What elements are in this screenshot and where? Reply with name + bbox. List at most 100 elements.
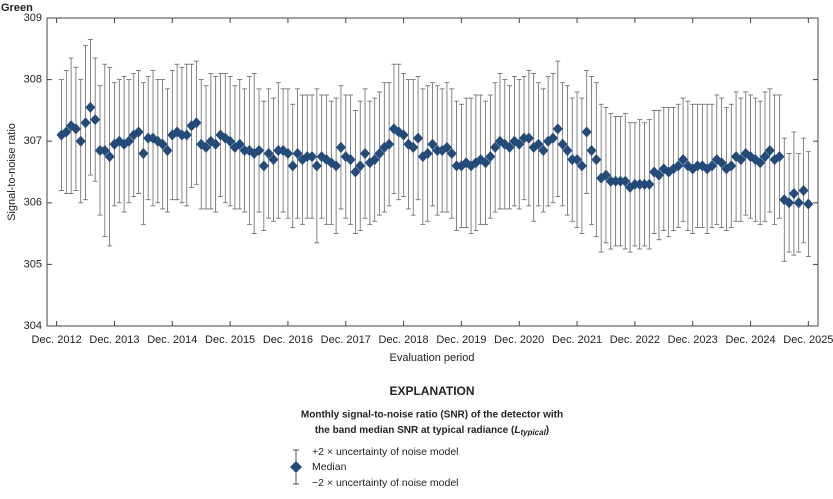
median-marker <box>263 148 274 160</box>
x-tick-label: Dec. 2012 <box>32 334 82 346</box>
median-marker <box>307 151 318 163</box>
plot-frame <box>46 17 819 327</box>
x-tick-label: Dec. 2023 <box>668 334 718 346</box>
median-marker <box>586 144 597 156</box>
median-marker <box>369 154 380 166</box>
median-marker <box>755 157 766 169</box>
median-marker <box>706 160 717 172</box>
median-marker <box>70 123 81 135</box>
median-marker <box>191 117 202 129</box>
median-marker <box>581 126 592 138</box>
median-marker <box>716 157 727 169</box>
median-marker <box>210 138 221 150</box>
median-marker <box>201 141 212 153</box>
median-marker <box>764 144 775 156</box>
x-tick-label: Dec. 2019 <box>436 334 486 346</box>
legend-heading-part: ) <box>546 425 549 436</box>
median-marker <box>398 129 409 141</box>
x-tick-label: Dec. 2015 <box>205 334 255 346</box>
median-marker <box>422 148 433 160</box>
median-marker <box>427 138 438 150</box>
median-marker <box>56 129 67 141</box>
median-marker <box>90 114 101 126</box>
y-tick-label: 306 <box>24 197 42 209</box>
median-marker <box>104 151 115 163</box>
median-marker <box>480 157 491 169</box>
legend-lower: −2 × uncertainty of noise model <box>312 477 459 489</box>
median-marker <box>523 132 534 144</box>
median-marker <box>784 197 795 209</box>
y-tick-label: 308 <box>24 74 42 86</box>
median-marker <box>413 132 424 144</box>
legend-title: EXPLANATION <box>389 384 474 398</box>
median-marker <box>490 141 501 153</box>
median-marker <box>538 144 549 156</box>
median-marker <box>591 154 602 166</box>
median-marker <box>311 160 322 172</box>
median-marker <box>268 154 279 166</box>
y-tick-label: 309 <box>24 12 42 24</box>
x-tick-label: Dec. 2022 <box>610 334 660 346</box>
legend-heading-part: typical <box>520 428 546 437</box>
median-marker <box>446 148 457 160</box>
median-marker <box>360 148 371 160</box>
median-marker <box>441 141 452 153</box>
median-marker <box>80 117 91 129</box>
median-marker <box>774 151 785 163</box>
legend-heading-part: the band median SNR at typical radiance … <box>315 425 515 436</box>
x-tick-label: Dec. 2013 <box>89 334 139 346</box>
legend-entry: Median <box>312 461 347 473</box>
y-axis-label: Signal-to-noise ratio <box>6 123 18 221</box>
median-marker <box>181 129 192 141</box>
median-marker <box>331 160 342 172</box>
median-marker <box>759 151 770 163</box>
median-marker <box>788 188 799 200</box>
median-marker <box>408 141 419 153</box>
median-marker <box>157 138 168 150</box>
median-marker <box>254 144 265 156</box>
median-marker <box>552 123 563 135</box>
median-marker <box>335 141 346 153</box>
median-marker <box>138 148 149 160</box>
y-tick-label: 307 <box>24 135 42 147</box>
median-marker <box>75 135 86 147</box>
median-marker <box>673 160 684 172</box>
median-marker <box>735 154 746 166</box>
y-tick-label: 304 <box>24 320 42 332</box>
median-marker <box>600 169 611 181</box>
x-axis-label: Evaluation period <box>389 352 474 364</box>
median-marker <box>350 166 361 178</box>
panel-title: Green <box>1 2 33 14</box>
median-marker <box>514 138 525 150</box>
median-marker <box>162 144 173 156</box>
median-marker <box>653 169 664 181</box>
median-marker <box>557 138 568 150</box>
median-marker <box>133 126 144 138</box>
median-marker <box>620 175 631 187</box>
x-tick-label: Dec. 2016 <box>263 334 313 346</box>
median-marker <box>562 144 573 156</box>
legend-symbol <box>290 449 302 485</box>
legend-heading: Monthly signal-to-noise ratio (SNR) of t… <box>301 410 563 421</box>
median-marker <box>798 184 809 196</box>
legend-heading-part: L <box>514 425 520 436</box>
median-marker <box>374 148 385 160</box>
legend-upper: +2 × uncertainty of noise model <box>312 446 459 458</box>
median-marker <box>547 132 558 144</box>
x-tick-label: Dec. 2018 <box>379 334 429 346</box>
median-marker <box>282 148 293 160</box>
median-marker <box>726 160 737 172</box>
median-marker <box>572 154 583 166</box>
median-marker <box>576 160 587 172</box>
legend-heading: the band median SNR at typical radiance … <box>315 425 549 437</box>
median-marker <box>258 160 269 172</box>
median-marker <box>123 135 134 147</box>
median-marker <box>345 154 356 166</box>
median-marker <box>234 138 245 150</box>
median-marker <box>287 160 298 172</box>
median-marker <box>504 141 515 153</box>
x-tick-label: Dec. 2020 <box>494 334 544 346</box>
median-marker <box>803 198 814 210</box>
median-marker <box>485 151 496 163</box>
